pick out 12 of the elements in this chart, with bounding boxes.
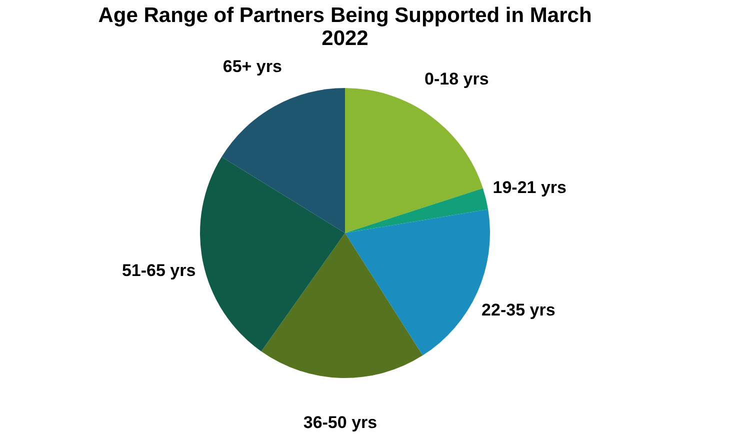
slice-label: 22-35 yrs — [482, 300, 556, 320]
chart-title: Age Range of Partners Being Supported in March 2022 — [98, 4, 592, 50]
pie-slice — [261, 233, 423, 378]
slice-label: 19-21 yrs — [492, 178, 566, 198]
slice-label: 0-18 yrs — [424, 69, 489, 88]
pie-slice — [345, 88, 483, 233]
pie-slice — [345, 188, 488, 233]
slice-label: 51-65 yrs — [122, 260, 196, 280]
pie-slice — [200, 156, 345, 352]
slice-label: 36-50 yrs — [303, 412, 378, 432]
slice-label: 65+ yrs — [222, 57, 282, 76]
pie-slice — [222, 88, 345, 233]
